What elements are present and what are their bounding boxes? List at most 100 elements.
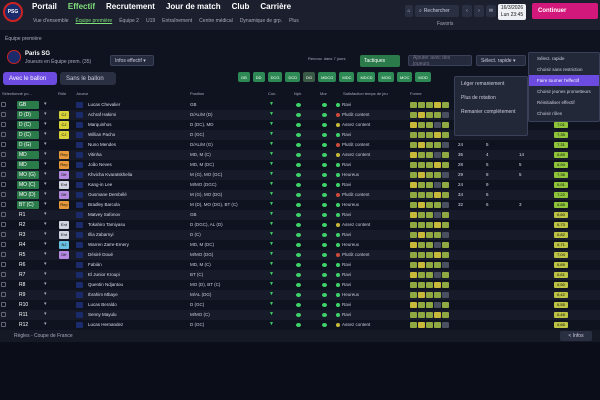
- role-badge[interactable]: Dfr: [59, 191, 69, 199]
- role-badge[interactable]: CJ: [59, 111, 69, 119]
- position-dropdown-icon[interactable]: ▾: [44, 121, 47, 127]
- column-header[interactable]: Joueur: [76, 91, 89, 96]
- position-slot[interactable]: MO (D): [17, 191, 39, 199]
- table-row[interactable]: R1 ▾ Matvey Safonov GB ▼ Ravi 6,60: [0, 210, 600, 220]
- player-name[interactable]: Ousmane Dembélé: [88, 192, 127, 197]
- player-name[interactable]: Illia Zabarnyi: [88, 232, 114, 237]
- club-name[interactable]: Paris SG: [25, 51, 51, 57]
- position-dropdown-icon[interactable]: ▾: [44, 111, 47, 117]
- tactics-button[interactable]: Tactiques: [360, 55, 400, 67]
- position-slot[interactable]: R6: [19, 262, 26, 268]
- table-row[interactable]: R2 ▾ Ent Tokahiro Tamiyasu D (DGC), AL (D) ▼ A…: [0, 220, 600, 230]
- role-badge[interactable]: CJ: [59, 131, 69, 139]
- column-header[interactable]: Con.: [268, 91, 277, 96]
- position-dropdown-icon[interactable]: ▾: [44, 241, 47, 247]
- player-name[interactable]: Fabián: [88, 262, 102, 267]
- sub-nav-item[interactable]: Dynamique de grp.: [239, 18, 283, 24]
- position-dropdown-icon[interactable]: ▾: [44, 231, 47, 237]
- row-checkbox[interactable]: [1, 142, 6, 147]
- main-nav-item[interactable]: Effectif: [67, 2, 96, 11]
- player-search-input[interactable]: Ajouter avec des joueurs: [408, 55, 472, 67]
- position-dropdown-icon[interactable]: ▾: [44, 161, 47, 167]
- position-slot[interactable]: D (D): [17, 111, 39, 119]
- row-checkbox[interactable]: [1, 182, 6, 187]
- position-chip[interactable]: DD: [252, 72, 265, 82]
- main-nav-item[interactable]: Club: [231, 2, 250, 11]
- position-chip[interactable]: DCD: [285, 72, 301, 82]
- rotation-menu-item[interactable]: Remanier complètement: [461, 109, 516, 115]
- player-name[interactable]: Achraf Hakimi: [88, 112, 117, 117]
- player-name[interactable]: Bradley Barcola: [88, 202, 120, 207]
- position-dropdown-icon[interactable]: ▾: [44, 201, 47, 207]
- info-button[interactable]: < Infos: [560, 331, 592, 341]
- quick-select-item[interactable]: Réinitialiser effectif: [537, 100, 575, 105]
- position-slot[interactable]: D (G): [17, 141, 39, 149]
- row-checkbox[interactable]: [1, 112, 6, 117]
- player-name[interactable]: Lucas Chevalier: [88, 102, 121, 107]
- back-icon[interactable]: ‹: [462, 5, 472, 17]
- player-name[interactable]: Vitinha: [88, 152, 102, 157]
- player-name[interactable]: João Neves: [88, 162, 112, 167]
- position-dropdown-icon[interactable]: ▾: [44, 311, 47, 317]
- role-badge[interactable]: NJ: [59, 241, 69, 249]
- table-row[interactable]: R6 ▾ Fabián MD, M (C) ▼ Ravi 6,69: [0, 260, 600, 270]
- position-chip[interactable]: DCG: [267, 72, 283, 82]
- position-slot[interactable]: R12: [19, 322, 29, 328]
- row-checkbox[interactable]: [1, 172, 6, 177]
- row-checkbox[interactable]: [1, 152, 6, 157]
- quick-select-item[interactable]: Choisir sans restriction: [537, 67, 583, 72]
- position-chip[interactable]: DG: [303, 72, 316, 82]
- row-checkbox[interactable]: [1, 162, 6, 167]
- row-checkbox[interactable]: [1, 132, 6, 137]
- position-dropdown-icon[interactable]: ▾: [44, 141, 47, 147]
- continue-button[interactable]: Continuer: [532, 3, 598, 19]
- position-slot[interactable]: R3: [19, 232, 26, 238]
- row-checkbox[interactable]: [1, 302, 6, 307]
- row-checkbox[interactable]: [1, 262, 6, 267]
- player-name[interactable]: Marquinhos: [88, 122, 112, 127]
- role-badge[interactable]: Ent: [59, 221, 69, 229]
- sub-nav-item[interactable]: U19: [145, 18, 156, 24]
- sub-nav-item[interactable]: Plus: [289, 18, 299, 24]
- position-dropdown-icon[interactable]: ▾: [44, 281, 47, 287]
- position-slot[interactable]: R2: [19, 222, 26, 228]
- sub-nav-item[interactable]: Entraînement: [162, 18, 193, 24]
- row-checkbox[interactable]: [1, 252, 6, 257]
- column-header[interactable]: Satisfaction temps de jeu: [343, 91, 388, 96]
- table-row[interactable]: R9 ▾ Ibrahim Mbaye M/AL (DG) ▼ Heureux 6,42: [0, 290, 600, 300]
- column-header[interactable]: Sélectionné po...: [2, 91, 32, 96]
- table-row[interactable]: MO (G) ▾ Dfr Khvicha Kvaratskhelia M (G), MO…: [0, 170, 600, 180]
- position-chip[interactable]: MDCG: [318, 72, 337, 82]
- role-badge[interactable]: Rep: [59, 161, 69, 169]
- position-dropdown-icon[interactable]: ▾: [44, 271, 47, 277]
- role-badge[interactable]: Ent: [59, 181, 69, 189]
- column-header[interactable]: Position: [190, 91, 205, 96]
- position-slot[interactable]: MD: [17, 161, 39, 169]
- table-row[interactable]: R3 ▾ Ent Illia Zabarnyi D (C) ▼ Ravi 6,82: [0, 230, 600, 240]
- position-dropdown-icon[interactable]: ▾: [44, 301, 47, 307]
- position-slot[interactable]: GB: [17, 101, 39, 109]
- position-dropdown-icon[interactable]: ▾: [44, 131, 47, 137]
- position-slot[interactable]: R8: [19, 282, 26, 288]
- player-name[interactable]: Willian Pacho: [88, 132, 116, 137]
- rotation-menu-item[interactable]: Plus de rotation: [461, 95, 496, 101]
- player-name[interactable]: Lucas Beraldo: [88, 302, 117, 307]
- home-icon[interactable]: ⌂: [405, 5, 413, 17]
- row-checkbox[interactable]: [1, 222, 6, 227]
- column-header[interactable]: Rôle: [58, 91, 67, 96]
- player-name[interactable]: Senny Mayulu: [88, 312, 117, 317]
- quick-select-item[interactable]: Choisir jeunes prometteurs: [537, 89, 591, 94]
- player-name[interactable]: Matvey Safonov: [88, 212, 121, 217]
- breadcrumb[interactable]: Équipe première: [5, 36, 42, 42]
- role-badge[interactable]: Rep: [59, 201, 69, 209]
- row-checkbox[interactable]: [1, 192, 6, 197]
- table-row[interactable]: MO (D) ▾ Dfr Ousmane Dembélé M (G), MO (DG) ▼…: [0, 190, 600, 200]
- position-dropdown-icon[interactable]: ▾: [44, 151, 47, 157]
- position-slot[interactable]: R4: [19, 242, 26, 248]
- player-name[interactable]: Kang-in Lee: [88, 182, 113, 187]
- position-dropdown-icon[interactable]: ▾: [44, 171, 47, 177]
- player-name[interactable]: Quentin Ndjantou: [88, 282, 124, 287]
- player-name[interactable]: Ibrahim Mbaye: [88, 292, 118, 297]
- column-header[interactable]: Mor: [320, 91, 327, 96]
- table-row[interactable]: R8 ▾ Quentin Ndjantou MO (D), BT (C) ▼ Ravi 6,…: [0, 280, 600, 290]
